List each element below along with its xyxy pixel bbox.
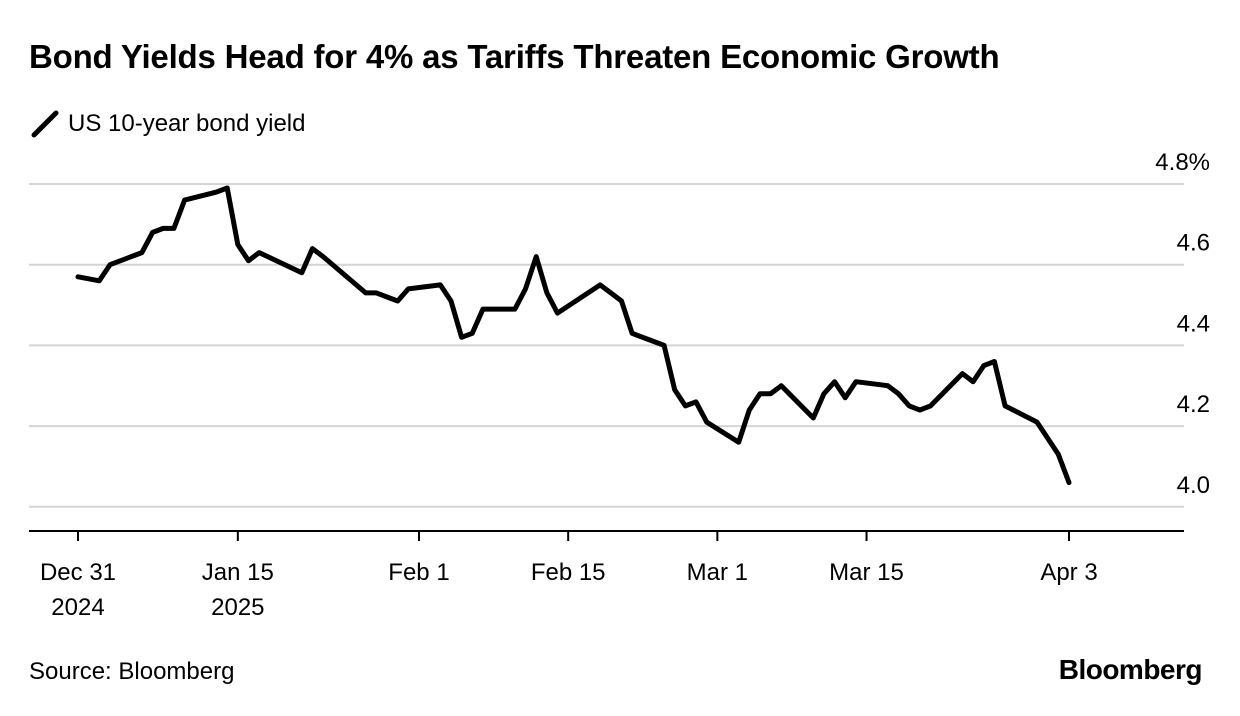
legend-series-label: US 10-year bond yield [68, 110, 306, 137]
y-tick-label: 4.0 [1177, 472, 1210, 499]
x-tick-label: 2024 [51, 594, 104, 621]
y-tick-label: 4.8% [1155, 149, 1210, 176]
x-tick-label: Mar 1 [687, 559, 748, 586]
chart-title: Bond Yields Head for 4% as Tariffs Threa… [29, 38, 1000, 75]
brand-logo: Bloomberg [1058, 654, 1203, 685]
y-tick-label: 4.6 [1177, 230, 1210, 257]
y-tick-label: 4.4 [1177, 310, 1210, 337]
x-tick-label: Dec 31 [40, 559, 116, 586]
x-tick-label: 2025 [211, 594, 264, 621]
legend: US 10-year bond yield [30, 106, 305, 142]
x-tick-label: Mar 15 [829, 559, 904, 586]
legend-line-icon [31, 110, 59, 138]
series-line [75, 185, 1072, 486]
x-tick-label: Apr 3 [1040, 559, 1097, 586]
x-tick-label: Feb 1 [388, 559, 449, 586]
source-note: Source: Bloomberg [29, 658, 235, 685]
x-tick-label: Feb 15 [531, 559, 606, 586]
y-tick-label: 4.2 [1177, 391, 1210, 418]
x-tick-label: Jan 15 [202, 559, 274, 586]
